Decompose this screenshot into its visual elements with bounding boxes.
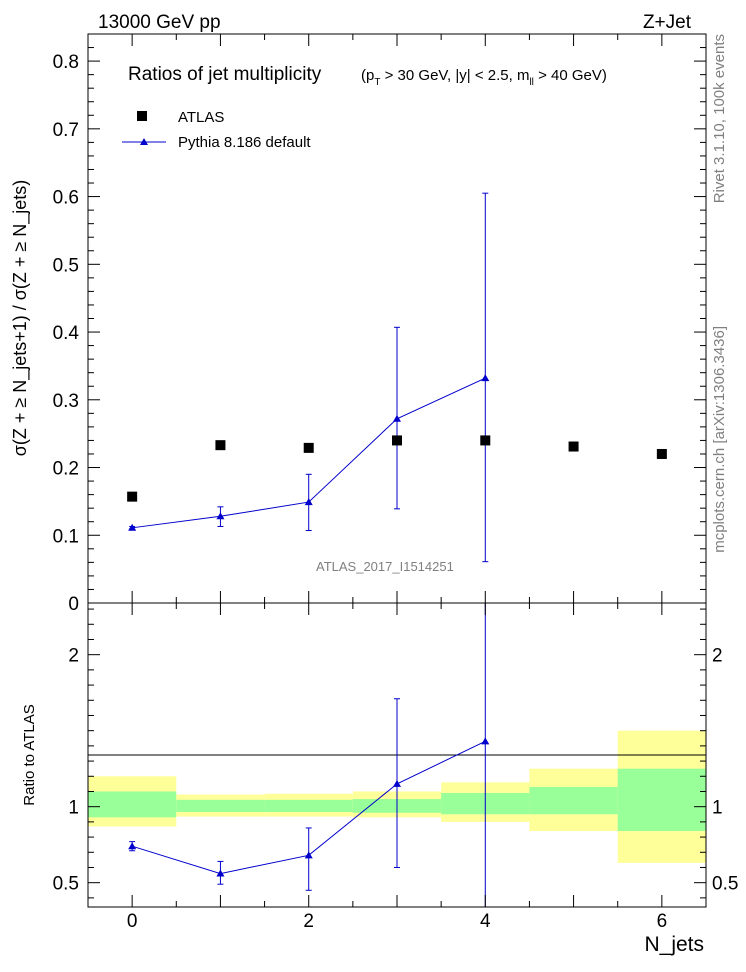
ratio-bands (88, 730, 706, 863)
mc-point (481, 374, 490, 382)
x-tick-label: 4 (480, 911, 491, 932)
rivet-label: Rivet 3.1.10, 100k events (711, 34, 728, 203)
ratio-y-tick-label: 0.5 (53, 874, 79, 895)
ratio-y-tick-label-right: 0.5 (712, 874, 738, 895)
main-axis-ticks: 0 0.1 0.2 0.3 0.4 0.5 0.6 0.7 0.8 (53, 33, 707, 615)
analysis-watermark: ATLAS_2017_I1514251 (316, 559, 454, 574)
atlas-point (303, 442, 314, 453)
ratio-y-tick-label-right: 2 (712, 646, 723, 667)
header-right: Z+Jet (643, 12, 692, 33)
atlas-point (127, 491, 138, 502)
y-tick-label: 0.3 (53, 391, 79, 412)
subtitle-mid2: > 40 GeV) (534, 67, 607, 84)
ratio-band-inner (176, 799, 265, 812)
legend-atlas-marker (137, 111, 147, 121)
subtitle-mid1: > 30 GeV, |y| < 2.5, m (380, 67, 529, 84)
ratio-band-inner (88, 791, 177, 818)
plot-subtitle: (pT > 30 GeV, |y| < 2.5, mll > 40 GeV) (361, 67, 607, 88)
ratio-y-tick-label-right: 1 (712, 798, 723, 819)
x-tick-label: 6 (657, 911, 668, 932)
atlas-point (568, 441, 579, 452)
legend-mc-marker (140, 138, 148, 145)
ratio-point (304, 851, 313, 859)
plot-title: Ratios of jet multiplicity (128, 64, 322, 85)
ratio-axis-ticks: 0.5 0.5 1 1 2 2 0 2 4 6 (53, 603, 738, 932)
mc-point (393, 414, 401, 422)
x-tick-label: 2 (303, 911, 314, 932)
atlas-point (392, 435, 402, 446)
ratio-point (216, 869, 225, 877)
legend-mc-label: Pythia 8.186 default (178, 134, 311, 151)
ratio-y-label: Ratio to ATLAS (21, 704, 38, 805)
main-marks (127, 192, 667, 563)
header-left: 13000 GeV pp (98, 12, 221, 33)
legend-atlas-label: ATLAS (178, 109, 224, 126)
x-axis-label: N_jets (644, 933, 704, 956)
ratio-point (128, 842, 137, 850)
ratio-y-tick-label: 2 (68, 646, 79, 667)
subtitle-open: (p (361, 67, 374, 84)
atlas-point (215, 440, 226, 451)
y-tick-label: 0.4 (53, 323, 80, 344)
ratio-marks (128, 603, 490, 907)
y-tick-label: 0.5 (53, 255, 79, 276)
y-tick-label: 0.1 (53, 526, 79, 547)
y-tick-label: 0.8 (53, 52, 79, 73)
y-tick-label: 0.6 (53, 188, 79, 209)
mc-point (128, 523, 137, 531)
subtitle-sub-t: T (374, 77, 380, 88)
subtitle-sub-ll: ll (529, 77, 533, 88)
main-plot: 0 0.1 0.2 0.3 0.4 0.5 0.6 0.7 0.8 Ratios of jet … (10, 33, 707, 615)
y-tick-label: 0.2 (53, 459, 79, 480)
main-y-label: σ(Z + ≥ N_jets+1) / σ(Z + ≥ N_jets) (10, 180, 31, 457)
ratio-band-inner (617, 768, 706, 831)
y-tick-label: 0.7 (53, 120, 79, 141)
ratio-point (481, 737, 490, 745)
ratio-point (393, 779, 401, 787)
y-tick-label: 0 (68, 594, 79, 615)
mc-point (216, 512, 225, 520)
ratio-plot: 0.5 0.5 1 1 2 2 0 2 4 6 Ratio to ATLAS N_jets (21, 602, 738, 956)
atlas-point (480, 435, 491, 446)
mc-point (304, 498, 313, 506)
mcplots-label: mcplots.cern.ch [arXiv:1306.3436] (711, 326, 728, 553)
ratio-y-tick-label: 1 (68, 798, 79, 819)
x-tick-label: 0 (127, 911, 138, 932)
ratio-band-inner (529, 786, 618, 815)
atlas-point (656, 448, 667, 459)
ratio-band-inner (264, 799, 353, 812)
